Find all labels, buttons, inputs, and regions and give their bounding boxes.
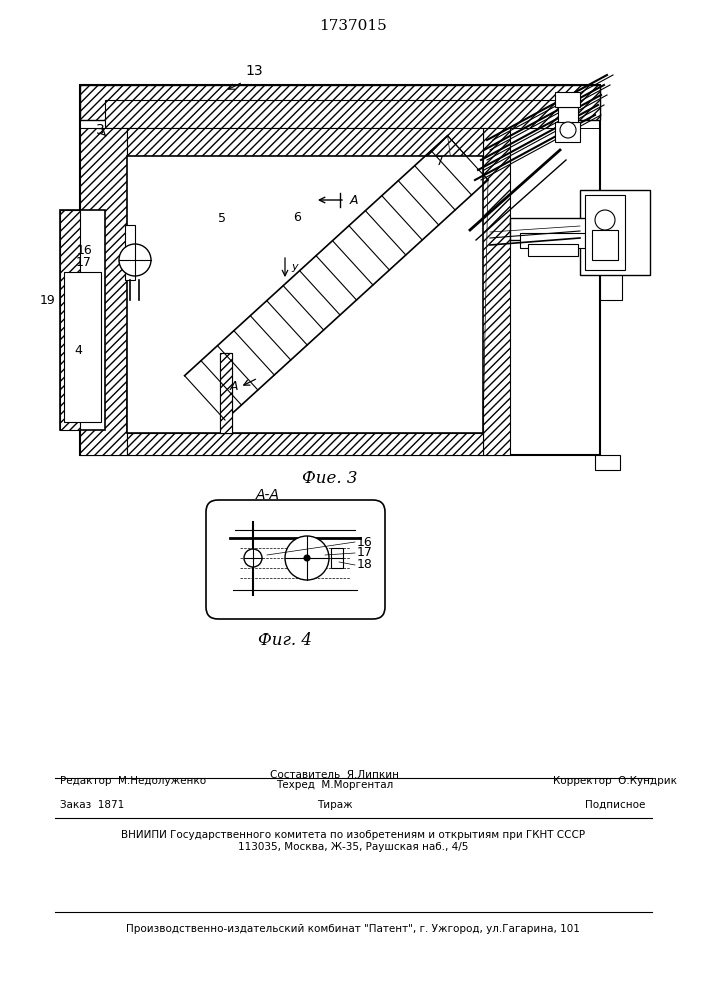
Text: 17: 17 [76,255,92,268]
FancyBboxPatch shape [206,500,385,619]
Text: Фие. 3: Фие. 3 [303,470,358,487]
Bar [520,233,585,248]
Text: 16: 16 [357,536,373,548]
Bar [127,156,483,433]
Bar [510,218,590,240]
Text: А-А: А-А [256,488,280,502]
Bar [528,244,578,256]
Polygon shape [60,210,80,430]
Polygon shape [127,378,225,433]
Text: 7: 7 [436,155,444,168]
Polygon shape [595,455,620,470]
Text: 16: 16 [76,243,92,256]
Circle shape [285,536,329,580]
Circle shape [304,555,310,561]
Text: Корректор  О.Кундрик: Корректор О.Кундрик [553,776,677,786]
Text: ВНИИПИ Государственного комитета по изобретениям и открытиям при ГКНТ СССР: ВНИИПИ Государственного комитета по изоб… [121,830,585,840]
Polygon shape [80,128,127,455]
Text: 1737015: 1737015 [319,19,387,33]
Text: 18: 18 [357,558,373,572]
Polygon shape [127,433,483,455]
Circle shape [119,244,151,276]
Text: y: y [291,262,298,272]
Bar [580,190,650,275]
Text: 4: 4 [74,344,82,357]
Bar [125,225,135,280]
Bar [585,195,625,270]
Bar [600,220,622,300]
Text: Заказ  1871: Заказ 1871 [60,800,124,810]
Text: 13: 13 [245,64,262,78]
Polygon shape [127,128,483,156]
Text: 19: 19 [40,294,55,306]
Text: 113035, Москва, Ж-35, Раушская наб., 4/5: 113035, Москва, Ж-35, Раушская наб., 4/5 [238,842,468,852]
Circle shape [560,122,576,138]
Polygon shape [448,136,488,433]
Text: Техред  М.Моргентал: Техред М.Моргентал [276,780,394,790]
Polygon shape [127,336,225,433]
Bar [80,85,600,120]
Bar [105,100,575,128]
Text: 3: 3 [95,123,105,137]
Bar [555,92,580,107]
Bar [558,107,578,122]
Text: A: A [350,194,358,207]
Bar [555,122,580,142]
Text: Фиг. 4: Фиг. 4 [258,632,312,649]
Bar [331,548,343,568]
Text: 17: 17 [357,546,373,560]
Circle shape [595,210,615,230]
Polygon shape [220,353,232,433]
Circle shape [244,549,262,567]
Bar [60,210,105,430]
Polygon shape [185,136,488,420]
Bar [80,85,600,455]
Text: Производственно-издательский комбинат "Патент", г. Ужгород, ул.Гагарина, 101: Производственно-издательский комбинат "П… [126,924,580,934]
Bar [220,353,232,433]
Text: Составитель  Я.Липкин: Составитель Я.Липкин [271,770,399,780]
Text: 6: 6 [293,211,301,224]
Bar [64,272,101,422]
Text: Подписное: Подписное [585,800,645,810]
Text: A: A [230,380,238,393]
Text: 5: 5 [218,212,226,225]
Polygon shape [483,128,510,455]
Bar [592,230,618,260]
Text: Тираж: Тираж [317,800,353,810]
Text: Редактор  М.Недолуженко: Редактор М.Недолуженко [60,776,206,786]
